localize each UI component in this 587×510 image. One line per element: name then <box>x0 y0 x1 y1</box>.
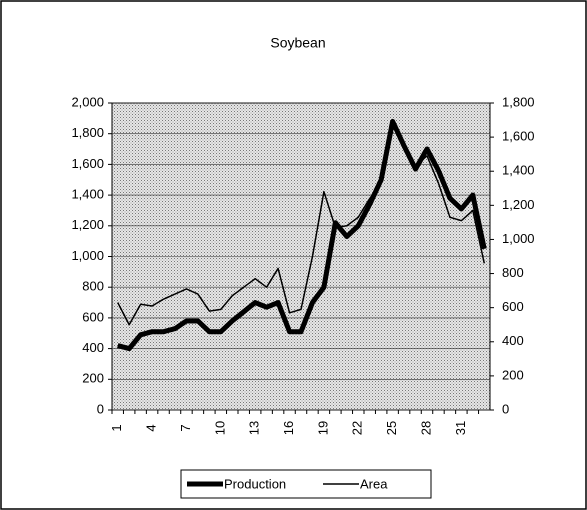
y2-tick-label: 1,600 <box>502 129 535 144</box>
y-tick-label: 400 <box>82 340 104 355</box>
y2-tick-label: 600 <box>502 299 524 314</box>
x-tick-label: 31 <box>453 421 468 435</box>
y-tick-label: 1,200 <box>71 217 104 232</box>
y2-tick-label: 800 <box>502 265 524 280</box>
y2-tick-label: 1,000 <box>502 231 535 246</box>
x-tick-label: 13 <box>247 421 262 435</box>
y-tick-label: 600 <box>82 309 104 324</box>
x-tick-label: 25 <box>384 421 399 435</box>
y2-tick-label: 1,400 <box>502 163 535 178</box>
x-tick-label: 10 <box>212 421 227 435</box>
series-line <box>117 124 486 326</box>
y-tick-label: 0 <box>97 401 104 416</box>
y2-tick-label: 0 <box>502 401 509 416</box>
y-tick-label: 200 <box>82 371 104 386</box>
x-tick-label: 7 <box>178 424 193 431</box>
y-tick-label: 1,400 <box>71 187 104 202</box>
y2-tick-label: 200 <box>502 367 524 382</box>
y2-tick-label: 1,800 <box>502 94 535 109</box>
y-tick-label: 800 <box>82 279 104 294</box>
y-tick-label: 2,000 <box>71 94 104 109</box>
chart-title: Soybean <box>270 35 325 51</box>
y2-tick-label: 1,200 <box>502 197 535 212</box>
y2-tick-label: 400 <box>502 333 524 348</box>
y-tick-label: 1,600 <box>71 156 104 171</box>
x-tick-label: 4 <box>144 424 159 431</box>
x-tick-label: 19 <box>315 421 330 435</box>
legend-label: Production <box>224 476 286 491</box>
x-tick-label: 1 <box>109 424 124 431</box>
y-tick-label: 1,000 <box>71 248 104 263</box>
x-tick-label: 28 <box>418 421 433 435</box>
y-tick-label: 1,800 <box>71 125 104 140</box>
x-tick-label: 16 <box>281 421 296 435</box>
series-line <box>117 118 487 352</box>
legend-label: Area <box>360 476 388 491</box>
x-tick-label: 22 <box>350 421 365 435</box>
